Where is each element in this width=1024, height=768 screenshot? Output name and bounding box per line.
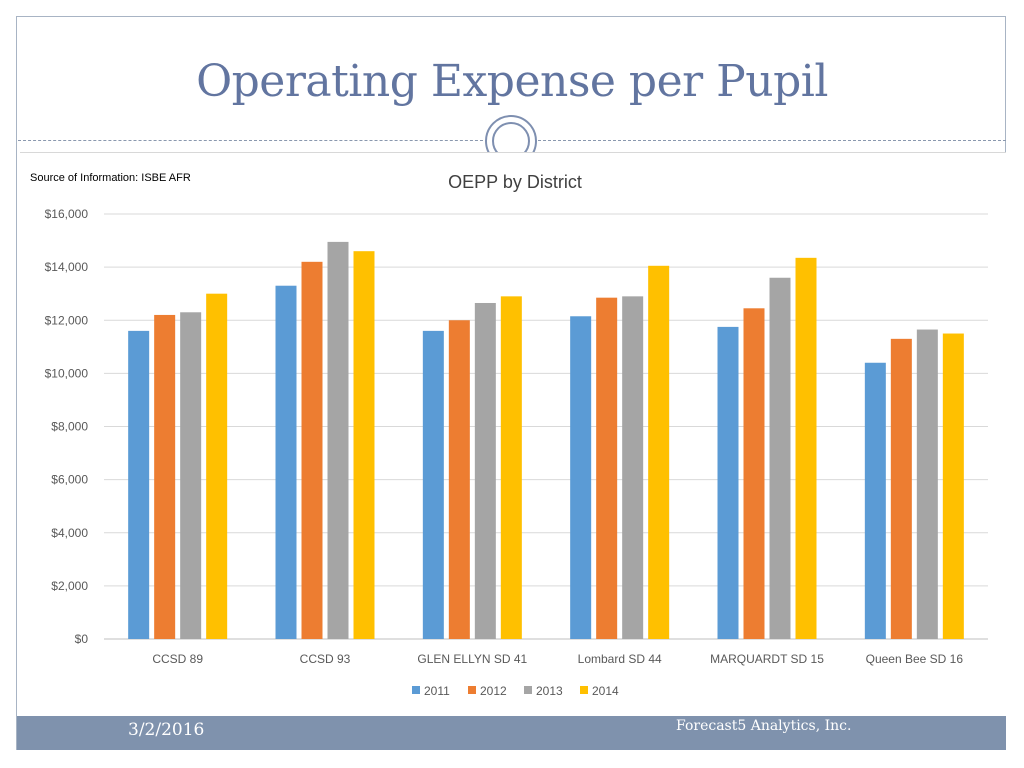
title-divider-right (538, 140, 1006, 141)
bar-2014-ccsd-93 (353, 251, 375, 639)
bar-2011-queen-bee-sd-16 (864, 362, 886, 639)
bar-2013-queen-bee-sd-16 (916, 329, 938, 639)
source-note: Source of Information: ISBE AFR (30, 172, 191, 184)
legend-label-2014: 2014 (592, 684, 619, 698)
bar-2012-lombard-sd-44 (596, 297, 618, 639)
footer-bar (17, 716, 1006, 750)
bar-2014-marquardt-sd-15 (795, 257, 817, 639)
footer-date: 3/2/2016 (128, 720, 205, 740)
legend-label-2013: 2013 (536, 684, 563, 698)
x-category-label: CCSD 93 (300, 652, 351, 666)
y-tick-label: $6,000 (51, 473, 88, 487)
x-category-label: CCSD 89 (152, 652, 203, 666)
legend-swatch-2012 (468, 686, 476, 694)
bar-2011-glen-ellyn-sd-41 (422, 330, 444, 639)
bar-2011-ccsd-89 (128, 330, 150, 639)
x-axis-category-labels: CCSD 89 CCSD 93 GLEN ELLYN SD 41 Lombard SD… (152, 652, 963, 666)
y-tick-label: $12,000 (45, 313, 89, 327)
bar-2011-ccsd-93 (275, 285, 297, 639)
bar-2013-glen-ellyn-sd-41 (474, 302, 496, 639)
footer-company: Forecast5 Analytics, Inc. (676, 718, 852, 734)
bar-2011-marquardt-sd-15 (717, 326, 739, 639)
chart-title: OEPP by District (448, 172, 582, 192)
bar-2014-glen-ellyn-sd-41 (500, 296, 522, 639)
y-tick-label: $0 (75, 632, 89, 646)
slide-title: Operating Expense per Pupil (196, 56, 828, 107)
gridlines (104, 213, 988, 640)
bar-2013-lombard-sd-44 (622, 296, 644, 639)
bar-2014-queen-bee-sd-16 (942, 333, 964, 639)
legend-label-2011: 2011 (424, 684, 450, 698)
bar-2012-ccsd-93 (301, 261, 323, 639)
y-tick-label: $10,000 (45, 366, 89, 380)
y-tick-label: $8,000 (51, 420, 88, 434)
bar-2014-ccsd-89 (206, 293, 228, 639)
bar-2012-glen-ellyn-sd-41 (448, 320, 470, 639)
bar-2014-lombard-sd-44 (648, 265, 670, 639)
y-axis-tick-labels: $0 $2,000 $4,000 $6,000 $8,000 $10,000 $12,000… (45, 207, 89, 646)
bar-2012-marquardt-sd-15 (743, 308, 765, 639)
legend-swatch-2014 (580, 686, 588, 694)
x-category-label: Queen Bee SD 16 (866, 652, 964, 666)
title-divider-left (18, 140, 488, 141)
x-category-label: MARQUARDT SD 15 (710, 652, 824, 666)
y-tick-label: $16,000 (45, 207, 89, 221)
bar-2013-ccsd-89 (180, 312, 202, 639)
bar-2012-queen-bee-sd-16 (890, 338, 912, 639)
x-category-label: GLEN ELLYN SD 41 (417, 652, 527, 666)
legend-swatch-2011 (412, 686, 420, 694)
legend: 2011 2012 2013 2014 (412, 684, 619, 698)
bar-2011-lombard-sd-44 (570, 316, 592, 639)
bar-2013-marquardt-sd-15 (769, 277, 791, 639)
bars (128, 241, 964, 639)
y-tick-label: $4,000 (51, 526, 88, 540)
x-category-label: Lombard SD 44 (578, 652, 662, 666)
bar-2012-ccsd-89 (154, 314, 176, 639)
legend-swatch-2013 (524, 686, 532, 694)
y-tick-label: $14,000 (45, 260, 89, 274)
y-tick-label: $2,000 (51, 579, 88, 593)
legend-label-2012: 2012 (480, 684, 507, 698)
bar-2013-ccsd-93 (327, 241, 349, 639)
